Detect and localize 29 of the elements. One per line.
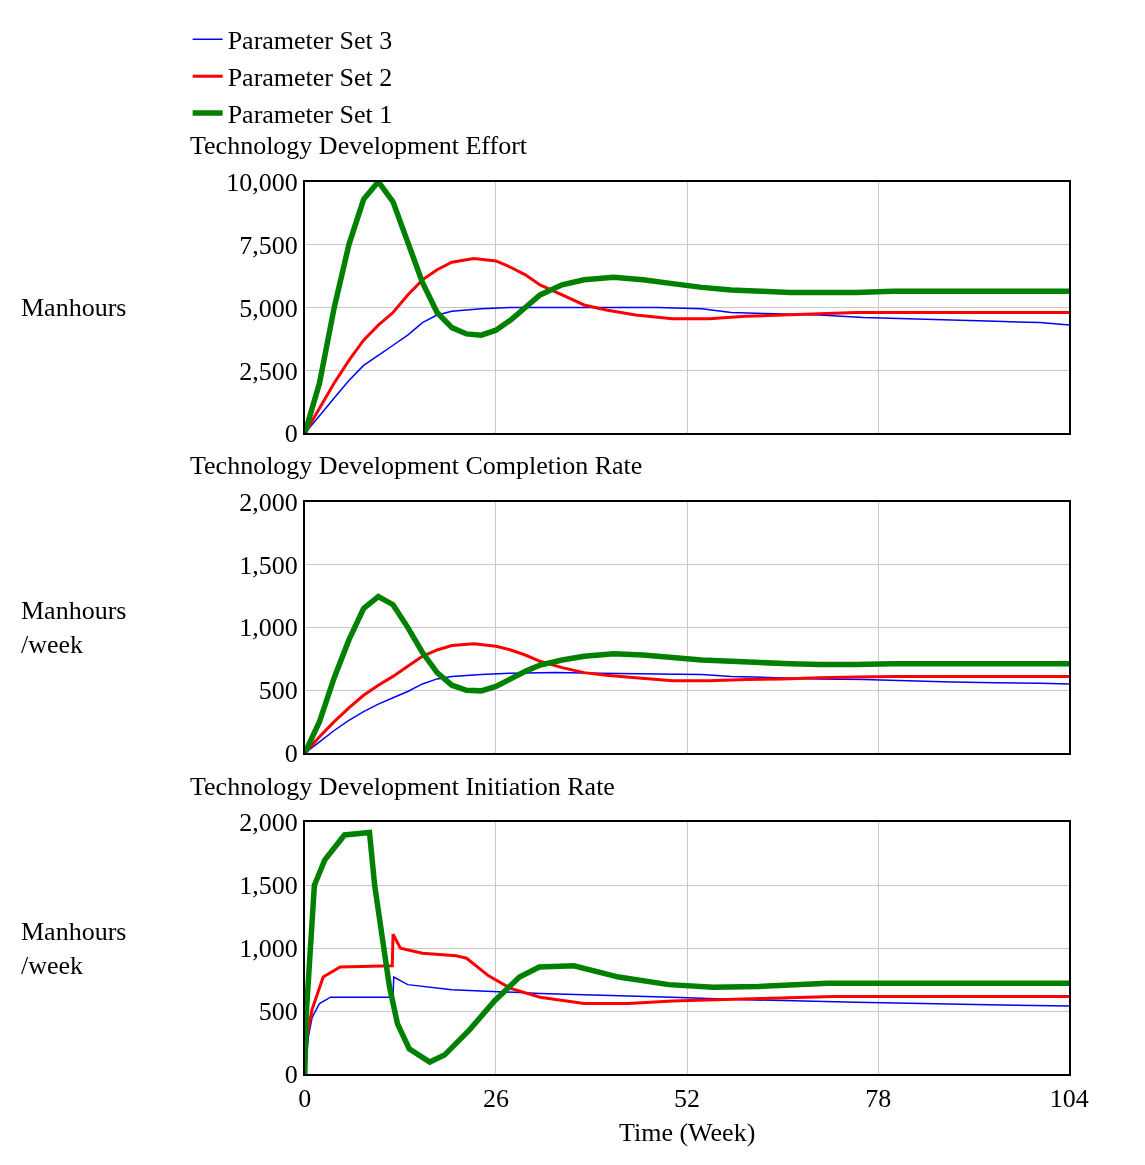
y-tick-label: 5,000 (239, 293, 298, 323)
y-tick-label: 0 (284, 1060, 298, 1090)
y-axis-title: Manhours /week (21, 917, 127, 980)
x-tick-label: 78 (865, 1083, 892, 1113)
y-tick-label: 0 (284, 419, 298, 449)
y-tick-label: 0 (284, 739, 298, 769)
y-tick-label: 1,500 (239, 550, 298, 580)
y-tick-label: 1,500 (239, 871, 298, 901)
legend-label: Parameter Set 2 (227, 63, 393, 93)
y-tick-label: 10,000 (226, 167, 298, 197)
legend-label: Parameter Set 1 (227, 100, 393, 130)
chart-title: Technology Development Completion Rate (190, 451, 643, 480)
y-axis-title: Manhours /week (21, 596, 127, 659)
y-tick-label: 2,500 (239, 356, 298, 386)
y-tick-label: 7,500 (239, 230, 298, 260)
x-tick-label: 52 (674, 1083, 701, 1113)
chart-title: Technology Development Effort (190, 131, 528, 160)
y-tick-label: 500 (258, 676, 298, 706)
x-tick-label: 104 (1049, 1083, 1089, 1113)
legend-label: Parameter Set 3 (227, 26, 393, 56)
y-tick-label: 1,000 (239, 934, 298, 964)
y-axis-title: Manhours (21, 293, 127, 322)
y-tick-label: 1,000 (239, 613, 298, 643)
chart-title: Technology Development Initiation Rate (190, 772, 615, 801)
x-tick-label: 26 (482, 1083, 509, 1113)
x-axis-title: Time (Week) (619, 1118, 756, 1147)
y-tick-label: 2,000 (239, 808, 298, 838)
y-tick-label: 500 (258, 997, 298, 1027)
y-tick-label: 2,000 (239, 487, 298, 517)
